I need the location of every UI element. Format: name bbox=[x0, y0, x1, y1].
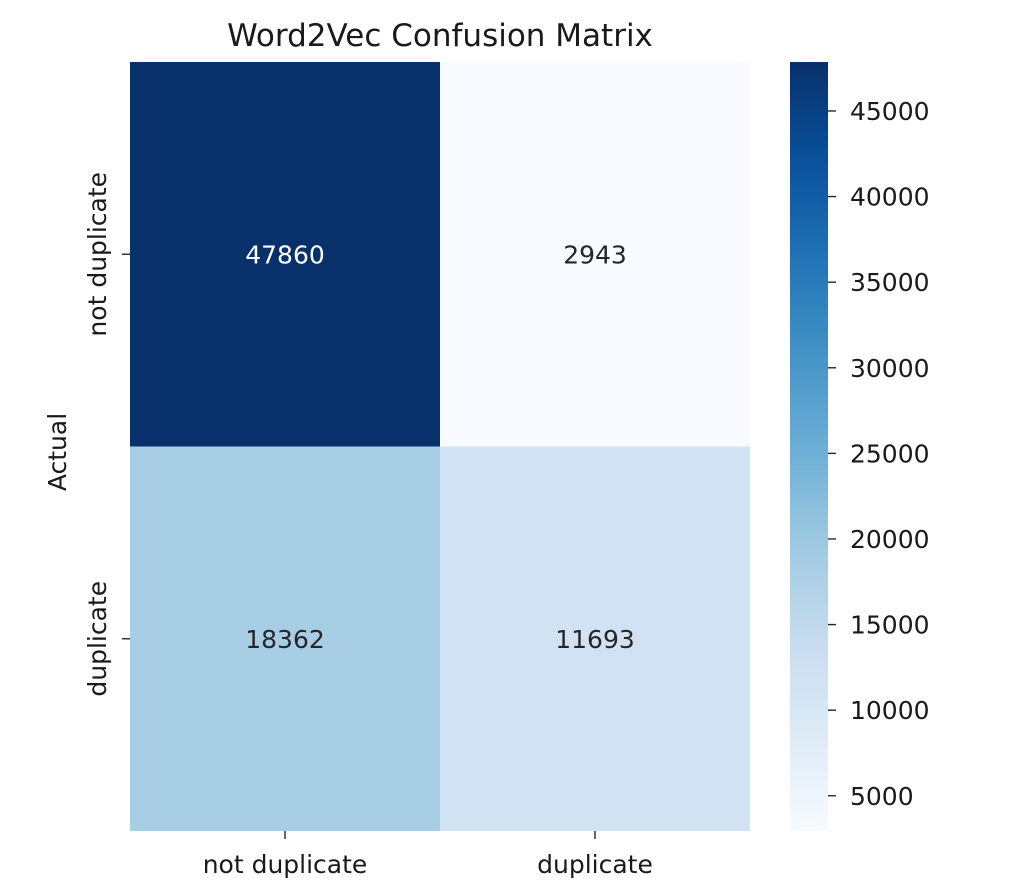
row-tick-label: duplicate bbox=[83, 581, 112, 697]
heatmap-cells bbox=[130, 62, 750, 831]
colorbar-tick-label: 5000 bbox=[850, 782, 914, 811]
colorbar-tick-label: 30000 bbox=[850, 354, 930, 383]
heatmap-cell bbox=[440, 62, 750, 447]
cell-value-label: 2943 bbox=[563, 240, 627, 269]
colorbar-tick-label: 45000 bbox=[850, 97, 930, 126]
colorbar-tick-label: 25000 bbox=[850, 439, 930, 468]
col-tick-label: duplicate bbox=[537, 850, 653, 879]
colorbar-tick-label: 10000 bbox=[850, 696, 930, 725]
cell-value-labels: 47860 2943 18362 11693 bbox=[245, 240, 635, 654]
colorbar-tick-label: 40000 bbox=[850, 183, 930, 212]
col-axis: not duplicate duplicate bbox=[203, 831, 653, 879]
row-tick-label: not duplicate bbox=[83, 172, 112, 337]
colorbar-tick-label: 35000 bbox=[850, 268, 930, 297]
y-axis-label: Actual bbox=[43, 413, 72, 491]
heatmap-cell bbox=[130, 446, 440, 831]
cell-value-label: 11693 bbox=[555, 625, 635, 654]
colorbar bbox=[790, 62, 828, 831]
colorbar-tick-label: 15000 bbox=[850, 611, 930, 640]
heatmap-cell bbox=[130, 62, 440, 447]
cell-value-label: 47860 bbox=[245, 240, 325, 269]
chart-title: Word2Vec Confusion Matrix bbox=[227, 18, 653, 54]
colorbar-tick-label: 20000 bbox=[850, 525, 930, 554]
heatmap-cell bbox=[440, 446, 750, 831]
cell-value-label: 18362 bbox=[245, 625, 325, 654]
colorbar-ticks: 45000 40000 35000 30000 25000 20000 15000 10000… bbox=[828, 97, 930, 811]
row-axis: not duplicate duplicate bbox=[83, 172, 130, 697]
col-tick-label: not duplicate bbox=[203, 850, 368, 879]
